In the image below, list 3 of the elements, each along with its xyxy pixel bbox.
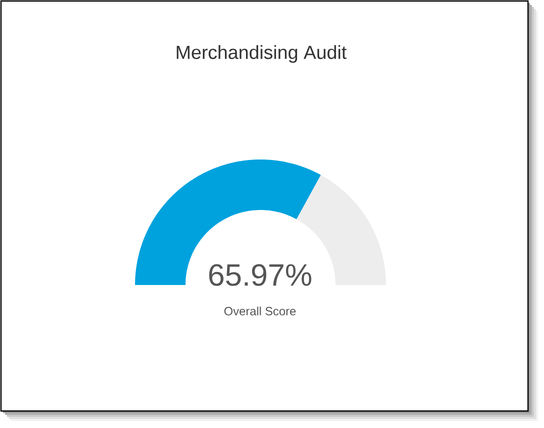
data-label: 65.97% (209, 264, 312, 286)
chart-title: Merchandising Audit (176, 45, 347, 63)
text: Overall Score (224, 306, 296, 316)
